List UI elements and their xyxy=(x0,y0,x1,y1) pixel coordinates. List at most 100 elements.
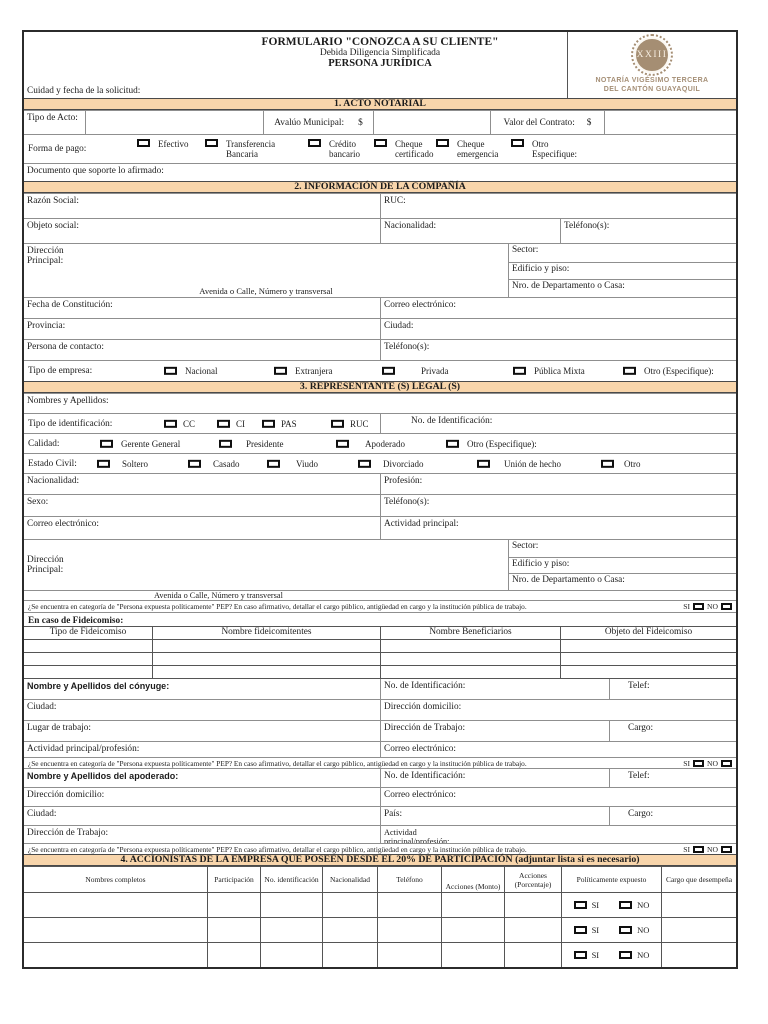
apoderado-pais-input[interactable]: País: xyxy=(380,807,609,825)
fideicomiso-cell-input[interactable] xyxy=(24,653,152,665)
fideicomiso-cell-input[interactable] xyxy=(152,653,380,665)
pep-si-checkbox[interactable] xyxy=(693,759,705,767)
accionista-cell-input[interactable] xyxy=(322,893,377,917)
nro-departamento-input[interactable]: Nro. de Departamento o Casa: xyxy=(509,279,736,297)
razon-social-input[interactable]: Razón Social: xyxy=(27,196,79,206)
apoderado-actividad-input[interactable]: Actividad principal/profesión: xyxy=(380,826,736,843)
checkbox-icon[interactable] xyxy=(219,439,232,448)
checkbox-union-hecho[interactable]: Unión de hecho xyxy=(477,458,561,468)
conyuge-nombre-input[interactable]: Nombre y Apellidos del cónyuge: xyxy=(27,681,170,691)
accionista-cell-input[interactable] xyxy=(504,943,561,967)
avaluo-input[interactable] xyxy=(373,111,490,134)
apoderado-cargo-input[interactable]: Cargo: xyxy=(609,807,736,825)
accionista-cell-input[interactable] xyxy=(322,943,377,967)
checkbox-soltero[interactable]: Soltero xyxy=(97,458,148,468)
rep-nro-departamento-input[interactable]: Nro. de Departamento o Casa: xyxy=(509,573,736,590)
checkbox-apoderado[interactable]: Apoderado xyxy=(336,438,405,448)
fideicomiso-cell-input[interactable] xyxy=(24,640,152,652)
si-checkbox[interactable] xyxy=(573,951,587,959)
documento-soporte-input[interactable]: Documento que soporte lo afirmado: xyxy=(27,166,164,176)
profesion-input[interactable]: Profesión: xyxy=(380,474,736,494)
conyuge-direccion-trabajo-input[interactable]: Dirección de Trabajo: xyxy=(380,721,609,741)
accionista-cell-input[interactable] xyxy=(207,943,260,967)
accionista-cell-input[interactable] xyxy=(441,943,504,967)
checkbox-icon[interactable] xyxy=(601,459,614,468)
checkbox-efectivo[interactable]: Efectivo xyxy=(137,139,189,149)
accionista-cell-input[interactable] xyxy=(377,943,441,967)
rep-telefonos-input[interactable]: Teléfono(s): xyxy=(380,495,736,516)
checkbox-icon[interactable] xyxy=(274,367,287,375)
checkbox-icon[interactable] xyxy=(511,139,524,147)
checkbox-credito-bancario[interactable]: Crédito bancario xyxy=(308,139,373,160)
accionista-cell-input[interactable] xyxy=(441,918,504,942)
accionista-cell-input[interactable] xyxy=(661,893,736,917)
checkbox-gerente-general[interactable]: Gerente General xyxy=(100,438,180,448)
accionista-cell-input[interactable] xyxy=(260,918,322,942)
telefonos-input[interactable]: Teléfono(s): xyxy=(560,219,736,243)
checkbox-cheque-certificado[interactable]: Cheque certificado xyxy=(374,139,447,160)
nacionalidad-input[interactable]: Nacionalidad: xyxy=(380,219,560,243)
checkbox-icon[interactable] xyxy=(623,367,636,375)
checkbox-privada[interactable]: Privada xyxy=(382,366,449,376)
accionista-cell-input[interactable] xyxy=(260,943,322,967)
checkbox-icon[interactable] xyxy=(358,459,371,468)
checkbox-ruc[interactable]: RUC xyxy=(331,418,369,428)
rep-sector-input[interactable]: Sector: xyxy=(512,541,539,551)
correo-electronico-input[interactable]: Correo electrónico: xyxy=(380,298,736,318)
nombres-apellidos-input[interactable]: Nombres y Apellidos: xyxy=(27,396,109,406)
accionista-cell-input[interactable] xyxy=(260,893,322,917)
pep-no-checkbox[interactable] xyxy=(721,845,732,853)
accionista-cell-input[interactable] xyxy=(207,918,260,942)
checkbox-icon[interactable] xyxy=(100,439,113,448)
sector-input[interactable]: Sector: xyxy=(512,245,539,255)
accionista-cell-input[interactable] xyxy=(504,918,561,942)
checkbox-icon[interactable] xyxy=(446,439,459,448)
conyuge-direccion-domicilio-input[interactable]: Dirección domicilio: xyxy=(380,700,736,720)
checkbox-viudo[interactable]: Viudo xyxy=(267,458,318,468)
no-identificacion-input[interactable]: No. de Identificación: xyxy=(380,414,736,433)
accionista-cell-input[interactable] xyxy=(661,918,736,942)
accionista-cell-input[interactable] xyxy=(322,918,377,942)
accionista-cell-input[interactable] xyxy=(24,943,207,967)
fideicomiso-cell-input[interactable] xyxy=(380,666,560,678)
accionista-cell-input[interactable] xyxy=(24,918,207,942)
checkbox-icon[interactable] xyxy=(97,459,110,468)
checkbox-transferencia-bancaria[interactable]: Transferencia Bancaria xyxy=(205,139,288,160)
pep-si-checkbox[interactable] xyxy=(693,845,705,853)
checkbox-icon[interactable] xyxy=(308,139,321,147)
checkbox-pas[interactable]: PAS xyxy=(262,418,297,428)
accionista-cell-input[interactable] xyxy=(207,893,260,917)
fideicomiso-cell-input[interactable] xyxy=(380,653,560,665)
checkbox-otro-pago[interactable]: Otro Especifique: xyxy=(511,139,588,160)
conyuge-no-id-input[interactable]: No. de Identificación: xyxy=(380,679,609,699)
si-checkbox[interactable] xyxy=(573,901,587,909)
checkbox-icon[interactable] xyxy=(188,459,201,468)
ciudad-input[interactable]: Ciudad: xyxy=(380,319,736,339)
checkbox-icon[interactable] xyxy=(331,419,344,428)
pep-no-checkbox[interactable] xyxy=(721,603,732,610)
fideicomiso-cell-input[interactable] xyxy=(152,640,380,652)
checkbox-icon[interactable] xyxy=(477,459,490,468)
telefonos2-input[interactable]: Teléfono(s): xyxy=(380,340,736,360)
apoderado-nombre-input[interactable]: Nombre y Apellidos del apoderado: xyxy=(27,771,179,781)
conyuge-correo-input[interactable]: Correo electrónico: xyxy=(380,742,736,757)
pep-no-checkbox[interactable] xyxy=(721,759,732,767)
checkbox-ci[interactable]: CI xyxy=(217,418,245,428)
sexo-input[interactable]: Sexo: xyxy=(27,497,49,507)
checkbox-icon[interactable] xyxy=(513,367,526,375)
provincia-input[interactable]: Provincia: xyxy=(27,321,66,331)
apoderado-telef-input[interactable]: Telef: xyxy=(609,769,736,787)
checkbox-icon[interactable] xyxy=(137,139,150,147)
checkbox-icon[interactable] xyxy=(436,139,449,147)
checkbox-divorciado[interactable]: Divorciado xyxy=(358,458,424,468)
conyuge-telef-input[interactable]: Telef: xyxy=(609,679,736,699)
objeto-social-input[interactable]: Objeto social: xyxy=(27,221,79,231)
rep-direccion-input[interactable]: Dirección Principal: xyxy=(27,555,64,575)
actividad-principal-input[interactable]: Actividad principal: xyxy=(380,517,736,539)
rep-nacionalidad-input[interactable]: Nacionalidad: xyxy=(27,476,80,486)
checkbox-icon[interactable] xyxy=(217,419,230,428)
pep-si-checkbox[interactable] xyxy=(693,603,705,610)
checkbox-icon[interactable] xyxy=(382,367,395,375)
ruc-input[interactable]: RUC: xyxy=(380,194,736,218)
apoderado-no-id-input[interactable]: No. de Identificación: xyxy=(380,769,609,787)
